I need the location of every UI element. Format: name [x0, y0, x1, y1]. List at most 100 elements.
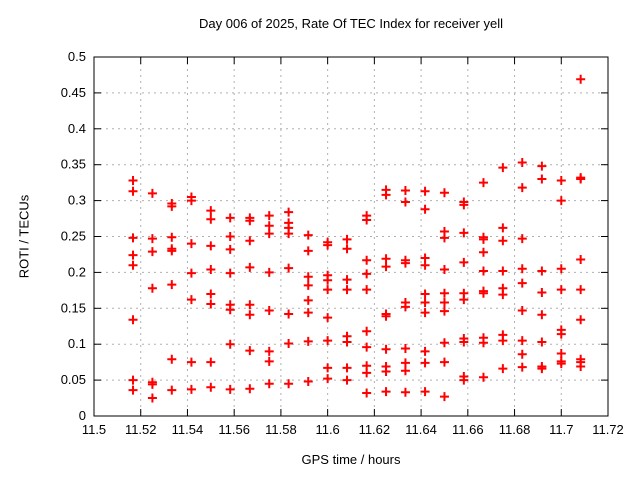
data-point-marker: [478, 266, 488, 276]
data-point-marker: [459, 257, 469, 267]
data-point-marker: [576, 285, 586, 295]
data-point-marker: [517, 278, 527, 288]
data-point-marker: [537, 288, 547, 298]
data-point-marker: [556, 264, 566, 274]
data-point-marker: [498, 266, 508, 276]
data-point-marker: [323, 275, 333, 285]
data-point-marker: [498, 336, 508, 346]
data-point-marker: [537, 337, 547, 347]
data-point-marker: [400, 258, 410, 268]
data-point-marker: [439, 298, 449, 308]
data-point-marker: [439, 306, 449, 316]
y-tick-label: 0.35: [61, 157, 86, 172]
data-point-marker: [342, 275, 352, 285]
data-point-marker: [186, 295, 196, 305]
data-point-marker: [225, 244, 235, 254]
data-point-marker: [264, 356, 274, 366]
data-point-marker: [576, 254, 586, 264]
data-point-marker: [284, 229, 294, 239]
data-point-marker: [147, 247, 157, 257]
data-point-marker: [362, 326, 372, 336]
data-point-marker: [284, 207, 294, 217]
data-point-marker: [381, 190, 391, 200]
data-point-marker: [284, 379, 294, 389]
data-point-marker: [537, 310, 547, 320]
data-point-marker: [459, 228, 469, 238]
data-point-marker: [362, 255, 372, 265]
data-point-marker: [478, 178, 488, 188]
data-point-marker: [498, 163, 508, 173]
data-point-marker: [147, 393, 157, 403]
data-point-marker: [206, 289, 216, 299]
data-point-marker: [186, 268, 196, 278]
data-point-marker: [556, 359, 566, 369]
data-point-marker: [284, 263, 294, 273]
x-tick-label: 11.66: [452, 422, 484, 437]
data-point-marker: [342, 285, 352, 295]
data-point-marker: [303, 308, 313, 318]
data-point-marker: [400, 186, 410, 196]
data-point-marker: [381, 311, 391, 321]
chart-title: Day 006 of 2025, Rate Of TEC Index for r…: [199, 16, 503, 31]
data-point-marker: [342, 375, 352, 385]
data-point-marker: [225, 384, 235, 394]
data-point-marker: [284, 309, 294, 319]
data-point-marker: [206, 357, 216, 367]
data-point-marker: [478, 234, 488, 244]
data-point-marker: [498, 236, 508, 246]
data-point-marker: [167, 354, 177, 364]
data-point-marker: [167, 385, 177, 395]
data-point-marker: [537, 174, 547, 184]
data-point-marker: [342, 363, 352, 373]
x-tick-label: 11.72: [592, 422, 624, 437]
y-tick-label: 0.15: [61, 300, 86, 315]
data-point-marker: [381, 344, 391, 354]
data-point-marker: [556, 285, 566, 295]
y-tick-label: 0.25: [61, 229, 86, 244]
data-point-marker: [303, 377, 313, 387]
data-point-marker: [400, 366, 410, 376]
data-point-marker: [147, 234, 157, 244]
y-tick-label: 0.4: [68, 121, 86, 136]
x-tick-label: 11.56: [218, 422, 250, 437]
x-tick-label: 11.54: [172, 422, 204, 437]
data-point-marker: [225, 305, 235, 315]
data-point-marker: [186, 357, 196, 367]
data-point-marker: [420, 289, 430, 299]
y-tick-label: 0: [79, 408, 86, 423]
data-point-marker: [186, 239, 196, 249]
data-point-marker: [498, 223, 508, 233]
y-tick-label: 0.2: [68, 264, 86, 279]
data-point-marker: [498, 290, 508, 300]
data-point-marker: [128, 375, 138, 385]
data-point-marker: [420, 387, 430, 397]
data-point-marker: [381, 387, 391, 397]
x-tick-label: 11.64: [405, 422, 437, 437]
data-point-marker: [459, 295, 469, 305]
y-tick-label: 0.45: [61, 85, 86, 100]
data-point-marker: [128, 250, 138, 260]
data-point-marker: [381, 366, 391, 376]
data-point-marker: [167, 232, 177, 242]
data-point-marker: [381, 262, 391, 272]
data-point-marker: [478, 247, 488, 257]
data-point-marker: [264, 211, 274, 221]
data-point-marker: [128, 233, 138, 243]
data-point-marker: [498, 364, 508, 374]
data-point-marker: [537, 364, 547, 374]
x-tick-label: 11.62: [359, 422, 391, 437]
data-point-marker: [128, 315, 138, 325]
data-point-marker: [381, 254, 391, 264]
data-point-marker: [439, 188, 449, 198]
data-point-marker: [225, 339, 235, 349]
x-tick-label: 11.52: [125, 422, 157, 437]
data-point-marker: [439, 288, 449, 298]
data-point-marker: [576, 74, 586, 84]
data-point-marker: [206, 241, 216, 251]
data-point-marker: [264, 267, 274, 277]
data-point-marker: [400, 358, 410, 368]
y-tick-label: 0.3: [68, 193, 86, 208]
data-point-marker: [420, 260, 430, 270]
data-point-marker: [439, 233, 449, 243]
data-point-marker: [517, 264, 527, 274]
